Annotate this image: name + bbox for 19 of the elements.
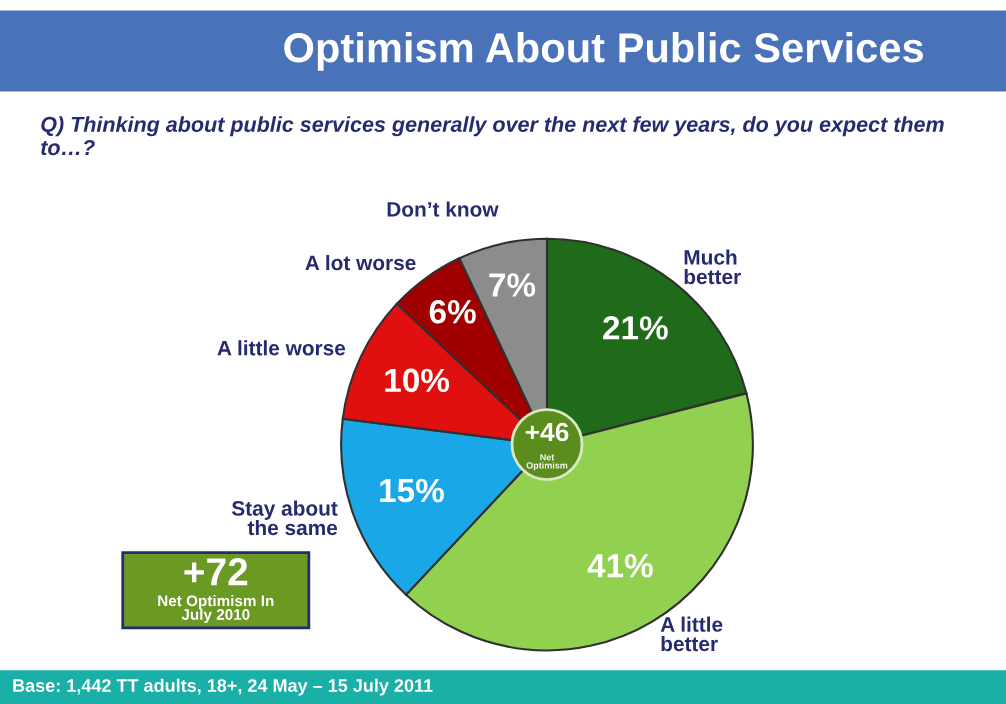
slice-label: A little worse bbox=[217, 340, 346, 356]
data-label: 10% bbox=[385, 368, 450, 393]
slice-label: Much better bbox=[684, 249, 741, 285]
data-label: 21% bbox=[603, 316, 668, 340]
data-label: 7% bbox=[489, 273, 536, 297]
data-label: 41% bbox=[587, 554, 653, 578]
slice-label: A lot worse bbox=[305, 254, 416, 271]
text: +46 bbox=[525, 422, 569, 442]
slice-label: Stay about the same bbox=[231, 500, 338, 536]
chart-subtitle: Q) Thinking about public services generally over the next few years, do you expect them to…? bbox=[41, 116, 944, 156]
text: Base: 1,442 TT adults, 18+, 24 May – 15 July 2011 bbox=[13, 678, 433, 696]
data-label: 15% bbox=[380, 478, 444, 503]
slice-label: A little better bbox=[660, 616, 723, 652]
chart-title: Optimism About Public Services bbox=[284, 31, 923, 71]
text: Net Optimism In July 2010 bbox=[158, 595, 274, 623]
text: +72 bbox=[184, 558, 248, 586]
text: Net Optimism bbox=[526, 454, 568, 471]
slice-label: Don’t know bbox=[387, 201, 499, 217]
data-label: 6% bbox=[429, 300, 476, 324]
